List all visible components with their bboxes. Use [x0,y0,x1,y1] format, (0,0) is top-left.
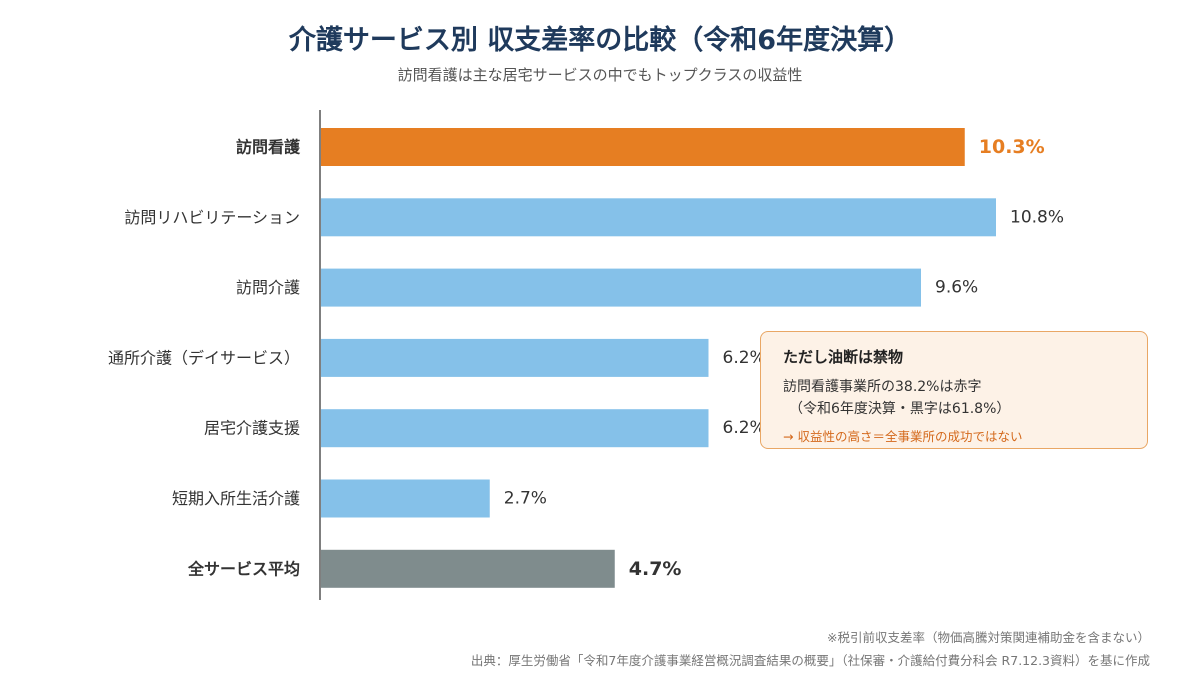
value-label: 4.7% [629,558,682,580]
bar [321,198,996,237]
chart-subtitle: 訪問看護は主な居宅サービスの中でもトップクラスの収益性 [397,66,803,84]
callout-title: ただし油断は禁物 [783,348,904,366]
callout-note: → 収益性の高さ＝全事業所の成功ではない [783,429,1023,444]
value-label: 6.2% [723,418,766,438]
category-label: 全サービス平均 [187,559,300,578]
bar [321,128,965,166]
callout-line-surplus: （令和6年度決算・黒字は61.8%） [789,401,1011,417]
bar [321,549,615,588]
category-label: 通所介護（デイサービス） [108,348,300,367]
bar [321,409,709,448]
category-label: 訪問リハビリテーション [124,208,300,227]
category-label: 居宅介護支援 [204,419,300,438]
callout-line-deficit: 訪問看護事業所の38.2%は赤字 [783,379,982,395]
value-label: 10.3% [979,136,1045,158]
value-label: 6.2% [723,348,766,368]
chart-title: 介護サービス別 収支差率の比較（令和6年度決算） [288,25,912,56]
bar [321,338,709,377]
category-label: 短期入所生活介護 [172,489,300,508]
bar [321,268,921,307]
value-label: 9.6% [935,278,978,298]
category-label: 訪問看護 [236,138,301,157]
category-label: 訪問介護 [236,278,300,297]
value-label: 2.7% [504,489,547,509]
value-label: 10.8% [1010,207,1064,227]
source-note: 出典：厚生労働省「令和7年度介護事業経営概況調査結果の概要」（社保審・介護給付費… [470,653,1150,668]
caution-callout: ただし油断は禁物 訪問看護事業所の38.2%は赤字 （令和6年度決算・黒字は61… [760,331,1148,449]
bar [321,479,490,518]
footnote: ※税引前収支差率（物価高騰対策関連補助金を含まない） [827,630,1150,645]
